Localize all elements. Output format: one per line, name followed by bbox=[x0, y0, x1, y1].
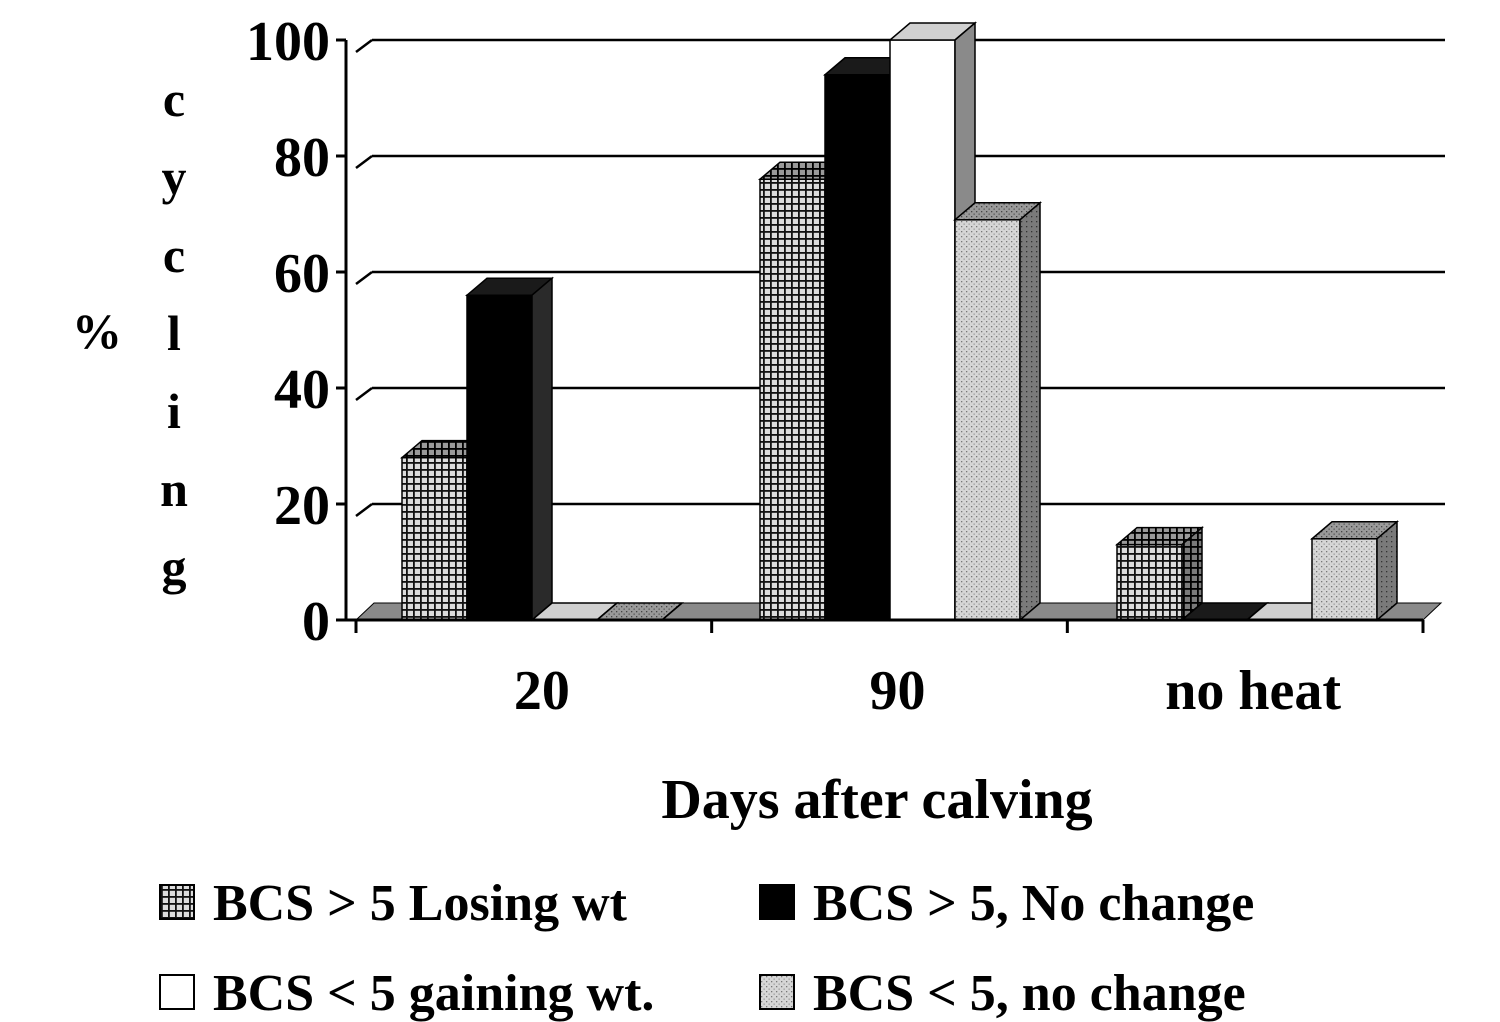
y-axis-label-letter: g bbox=[162, 539, 187, 595]
gridline-diag bbox=[355, 503, 373, 517]
x-tick-label: 90 bbox=[870, 660, 926, 722]
legend-label: BCS < 5, no change bbox=[813, 965, 1246, 1022]
legend-label: BCS > 5 Losing wt bbox=[213, 875, 628, 932]
bar bbox=[1309, 520, 1400, 622]
legend-swatch bbox=[759, 974, 795, 1010]
bar bbox=[464, 276, 555, 622]
bar-front bbox=[954, 219, 1021, 621]
y-tick-label: 40 bbox=[274, 359, 330, 421]
legend-swatch bbox=[159, 974, 195, 1010]
gridline-diag bbox=[355, 39, 373, 53]
bar-front bbox=[824, 74, 891, 621]
y-axis-percent: % bbox=[72, 303, 122, 359]
bar-side bbox=[1376, 520, 1398, 622]
y-tick-labels: 0 20 40 60 80 100 bbox=[246, 11, 330, 653]
legend-item: BCS > 5, No change bbox=[759, 875, 1254, 932]
y-tick-label: 60 bbox=[274, 243, 330, 305]
x-tick-labels: 20 90 no heat bbox=[514, 660, 1342, 722]
gridline-diag bbox=[355, 271, 373, 285]
x-tick-label: no heat bbox=[1165, 660, 1341, 722]
legend-label: BCS > 5, No change bbox=[813, 875, 1254, 932]
y-tick-label: 20 bbox=[274, 475, 330, 537]
y-tick-label: 0 bbox=[302, 591, 330, 653]
legend-swatch bbox=[759, 884, 795, 920]
bar bbox=[952, 201, 1043, 622]
legend: BCS > 5 Losing wt BCS > 5, No change BCS <… bbox=[159, 875, 1254, 1022]
bars bbox=[399, 21, 1400, 622]
y-axis-label-letter: c bbox=[163, 71, 185, 127]
x-axis-label: Days after calving bbox=[661, 769, 1092, 831]
bar-front bbox=[401, 456, 468, 621]
y-tick-label: 100 bbox=[246, 11, 330, 73]
bar-front bbox=[759, 178, 826, 621]
legend-label: BCS < 5 gaining wt. bbox=[213, 965, 654, 1022]
y-axis-label-letter: l bbox=[167, 305, 181, 361]
axes bbox=[336, 38, 1425, 633]
bar-front bbox=[1311, 538, 1378, 621]
bar-side bbox=[1019, 201, 1041, 622]
bar-front bbox=[1116, 543, 1183, 621]
y-tick-label: 80 bbox=[274, 127, 330, 189]
bar-side bbox=[661, 602, 683, 621]
legend-item: BCS < 5, no change bbox=[759, 965, 1246, 1022]
y-axis-label-letter: c bbox=[163, 227, 185, 283]
y-axis-label-letter: i bbox=[167, 383, 181, 439]
gridline-diag bbox=[355, 155, 373, 169]
legend-item: BCS < 5 gaining wt. bbox=[159, 965, 654, 1022]
legend-swatch bbox=[159, 884, 195, 920]
bar-side bbox=[531, 276, 553, 622]
bar-front bbox=[889, 39, 956, 621]
legend-item: BCS > 5 Losing wt bbox=[159, 875, 628, 932]
x-tick-label: 20 bbox=[514, 660, 570, 722]
y-axis-label-letter: n bbox=[160, 461, 188, 517]
gridline-diag bbox=[355, 387, 373, 401]
y-axis-label-letter: y bbox=[162, 149, 187, 205]
bar-front bbox=[466, 294, 533, 621]
bar bbox=[1114, 525, 1205, 622]
